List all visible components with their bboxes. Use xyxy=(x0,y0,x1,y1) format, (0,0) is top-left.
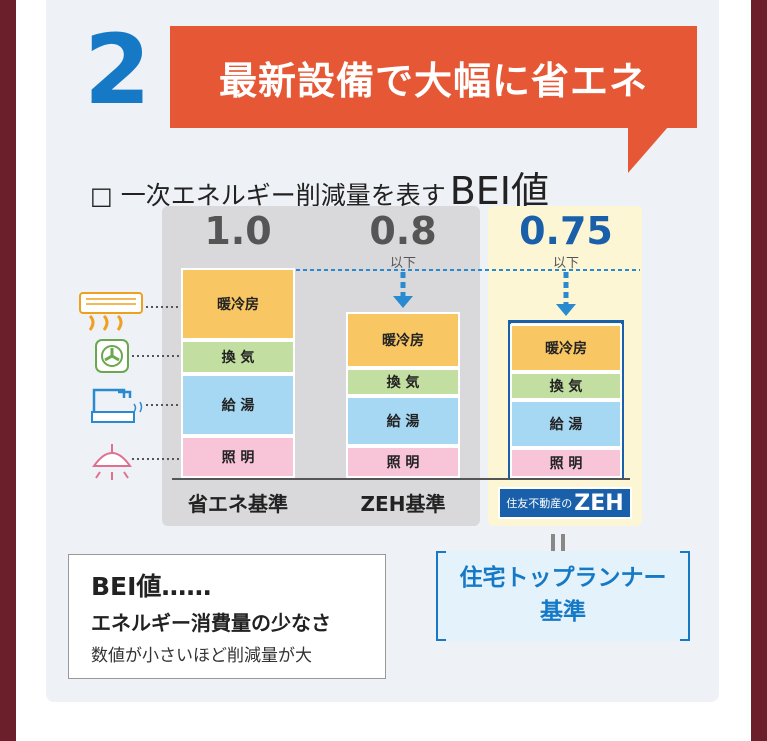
column-3-lighting: 照 明 xyxy=(510,448,622,478)
column-2-label: ZEH基準 xyxy=(360,492,446,516)
top-runner-text: 住宅トップランナー 基準 xyxy=(436,561,690,629)
ventilation-fan-icon xyxy=(95,339,129,373)
equals-sign xyxy=(551,534,567,552)
column-2-hot-water: 給 湯 xyxy=(346,396,460,446)
top-runner-standard-box: 住宅トップランナー 基準 xyxy=(436,551,690,641)
column-1-value: 1.0 xyxy=(204,209,272,253)
column-1-ventilation: 換 気 xyxy=(181,340,295,374)
bei-info-box: BEI値…… エネルギー消費量の少なさ 数値が小さいほど削減量が大 xyxy=(68,554,386,679)
column-2-down-arrow xyxy=(393,272,413,308)
column-3-label-zeh: ZEH xyxy=(574,490,624,516)
column-2-lighting: 照 明 xyxy=(346,446,460,478)
left-frame xyxy=(0,0,16,741)
top-runner-line-1: 住宅トップランナー xyxy=(459,565,667,591)
subtitle-text: 一次エネルギー削減量を表す xyxy=(120,181,446,210)
column-3-heating: 暖冷房 xyxy=(510,324,622,372)
column-1-label: 省エネ基準 xyxy=(188,492,288,516)
left-bracket xyxy=(436,551,446,641)
subtitle-bei: BEI値 xyxy=(449,169,549,213)
bei-info-line-1: エネルギー消費量の少なさ xyxy=(91,611,331,635)
column-3-ventilation: 換 気 xyxy=(510,372,622,400)
column-1-hot-water: 給 湯 xyxy=(181,374,295,436)
column-3-hot-water: 給 湯 xyxy=(510,400,622,448)
bei-info-line-2: 数値が小さいほど削減量が大 xyxy=(91,646,312,666)
column-2-suffix: 以下 xyxy=(389,256,416,271)
right-frame xyxy=(751,0,767,741)
top-runner-line-2: 基準 xyxy=(540,599,586,625)
checkbox-glyph: □ xyxy=(90,182,113,210)
column-3-label-prefix: 住友不動産の xyxy=(506,497,573,510)
column-2-heating: 暖冷房 xyxy=(346,312,460,368)
column-3-label: 住友不動産の ZEH xyxy=(498,487,632,519)
column-1-lighting: 照 明 xyxy=(181,436,295,478)
column-3-suffix: 以下 xyxy=(552,256,579,271)
ceiling-light-icon xyxy=(92,444,132,480)
bei-info-title: BEI値…… xyxy=(91,572,212,601)
column-2-value: 0.8 xyxy=(369,209,437,253)
step-number: 2 xyxy=(84,14,151,126)
banner-tail xyxy=(628,127,668,173)
headline-text: 最新設備で大幅に省エネ xyxy=(218,57,648,103)
column-3-down-arrow xyxy=(556,272,576,316)
faucet-icon xyxy=(91,388,143,423)
column-1-heating: 暖冷房 xyxy=(181,268,295,340)
column-2-ventilation: 換 気 xyxy=(346,368,460,396)
chart-baseline xyxy=(172,478,630,480)
column-3-value: 0.75 xyxy=(519,209,613,253)
right-bracket xyxy=(680,551,690,641)
air-conditioner-icon xyxy=(79,292,143,331)
headline-banner xyxy=(170,26,697,128)
subtitle: □ 一次エネルギー削減量を表す BEI値 xyxy=(90,160,549,213)
